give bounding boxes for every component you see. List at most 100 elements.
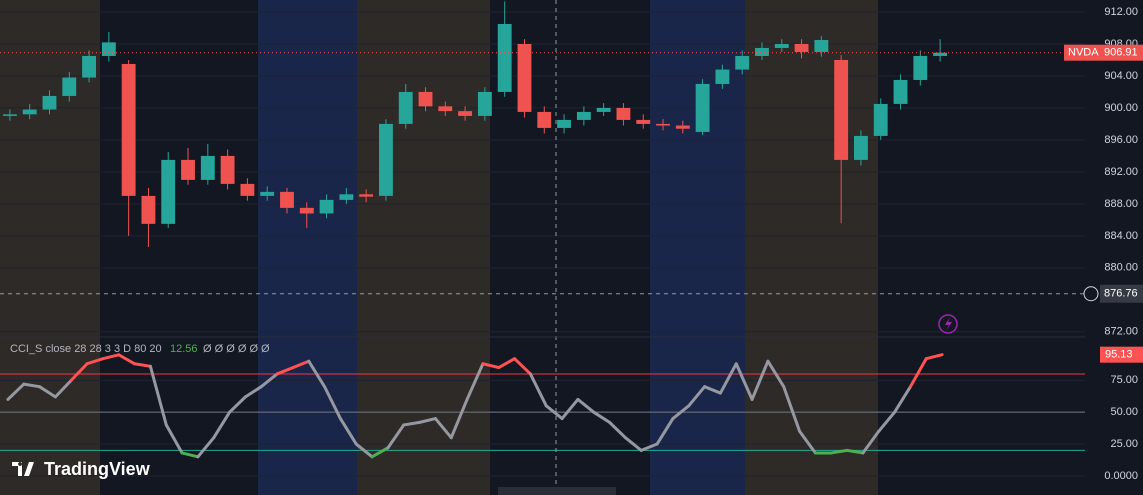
alert-bolt: [945, 317, 952, 331]
cci-segment: [829, 448, 849, 455]
cci-segment: [465, 362, 485, 401]
candle-body: [913, 55, 928, 80]
price-label: 906.91: [1104, 47, 1138, 59]
candle-body: [497, 23, 512, 92]
cci-segment: [433, 417, 453, 440]
cci-segment: [766, 359, 786, 389]
cci-segment: [750, 359, 770, 401]
cci-segment: [782, 385, 802, 433]
cci-segment: [212, 410, 232, 440]
candle-body: [834, 59, 849, 160]
y-tick-label: 880.00: [1104, 262, 1138, 274]
candle-body: [379, 123, 393, 196]
y-tick-label: 900.00: [1104, 102, 1138, 114]
candle-body: [537, 111, 552, 128]
logo-icon: [12, 462, 34, 476]
candle-body: [616, 107, 631, 120]
candle-body: [299, 207, 314, 214]
indicator-empty: Ø Ø Ø Ø Ø Ø: [203, 343, 270, 355]
cci-segment: [133, 362, 152, 368]
cci-segment: [38, 385, 57, 399]
cci-segment: [370, 446, 390, 459]
candle-body: [319, 199, 334, 214]
cci-segment: [323, 385, 342, 421]
cci-segment: [908, 357, 928, 389]
candle-body: [576, 111, 591, 120]
cci-segment: [893, 385, 912, 414]
cci-segment: [243, 385, 263, 399]
cci-segment: [259, 372, 279, 389]
candle-body: [893, 79, 908, 104]
session-band: [745, 0, 878, 495]
cci-segment: [307, 359, 327, 389]
candle-body: [240, 183, 255, 196]
candle-body: [141, 195, 156, 224]
candle-body: [22, 109, 37, 115]
candle-body: [398, 91, 413, 124]
cci-segment: [703, 385, 722, 395]
cci-segment: [386, 423, 406, 450]
candle-body: [557, 119, 571, 128]
crosshair-plus: [1083, 286, 1099, 302]
indicator-value: 12.56: [170, 343, 198, 355]
cci-segment: [592, 410, 612, 424]
candle-body: [161, 159, 176, 224]
cci-segment: [861, 429, 881, 455]
price-scale: [1085, 0, 1143, 495]
cci-segment: [164, 423, 184, 455]
candle-body: [418, 91, 433, 107]
cci-segment: [85, 357, 105, 366]
y-tick-label: 25.00: [1110, 438, 1138, 450]
cci-segment: [291, 359, 311, 370]
candle-body: [339, 194, 354, 200]
candle-body: [517, 43, 532, 112]
cci-segment: [418, 417, 437, 424]
candle-body: [101, 42, 116, 56]
y-tick-label: 912.00: [1104, 6, 1138, 18]
cci-segment: [576, 397, 596, 414]
candle-body: [675, 125, 690, 129]
value-tag: [1100, 346, 1143, 363]
cci-segment: [497, 357, 517, 370]
cci-segment: [180, 451, 200, 459]
cci-segment: [734, 362, 754, 401]
cci-segment: [718, 362, 738, 395]
candle-body: [181, 159, 195, 180]
symbol-tag: [1064, 44, 1100, 61]
cci-segment: [53, 378, 73, 399]
candle-body: [438, 106, 453, 112]
alert-icon[interactable]: [938, 314, 958, 334]
y-tick-label: 872.00: [1104, 326, 1138, 338]
cci-segment: [845, 448, 865, 455]
cci-segment: [148, 364, 168, 427]
grid: [0, 11, 1085, 477]
cci-segment: [608, 420, 627, 440]
cci-segment: [196, 436, 216, 459]
cci-segment: [544, 404, 564, 421]
cci-segment: [623, 436, 643, 452]
candle-body: [359, 194, 374, 197]
cci-segment: [560, 397, 580, 421]
y-tick-label: 896.00: [1104, 134, 1138, 146]
value-label: 95.13: [1105, 349, 1133, 361]
candle-body: [200, 155, 215, 180]
candle-body: [656, 123, 670, 126]
candle-body: [477, 91, 492, 116]
watermark: TradingView: [44, 459, 151, 479]
cci-segment: [639, 442, 659, 452]
cci-segment: [481, 362, 501, 370]
cci-segment: [798, 429, 817, 455]
cci-segment: [6, 382, 26, 401]
cci-segment: [513, 357, 532, 376]
cci-segment: [402, 420, 422, 427]
symbol-label: NVDA: [1068, 47, 1099, 59]
y-tick-label: 888.00: [1104, 198, 1138, 210]
marks: [0, 1, 1085, 459]
candle-body: [814, 39, 829, 52]
candle-body: [854, 135, 868, 160]
candle-body: [596, 107, 611, 112]
indicator-label: CCI_S close 28 28 3 3 D 80 20: [10, 343, 162, 355]
